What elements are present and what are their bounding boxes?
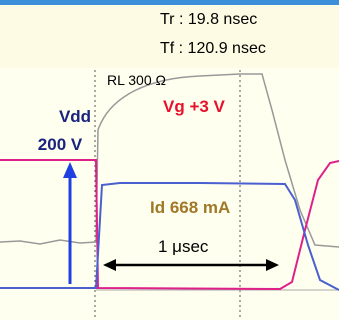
vdd-value: 200 V [38, 135, 83, 154]
fall-time: Tf : 120.9 nsec [160, 40, 266, 57]
vg-label: Vg +3 V [163, 97, 226, 116]
scope-figure: Tr : 19.8 nsec Tf : 120.9 nsec RL 300 Ω … [0, 0, 339, 320]
id-label: Id 668 mA [150, 198, 230, 217]
time-span-label: 1 μsec [158, 237, 209, 256]
top-bar [0, 0, 339, 5]
screenshot: Tr : 19.8 nsec Tf : 120.9 nsec RL 300 Ω … [0, 0, 339, 320]
vdd-label: Vdd [59, 107, 91, 126]
rise-time: Tr : 19.8 nsec [160, 11, 257, 28]
load-label: RL 300 Ω [107, 72, 166, 88]
